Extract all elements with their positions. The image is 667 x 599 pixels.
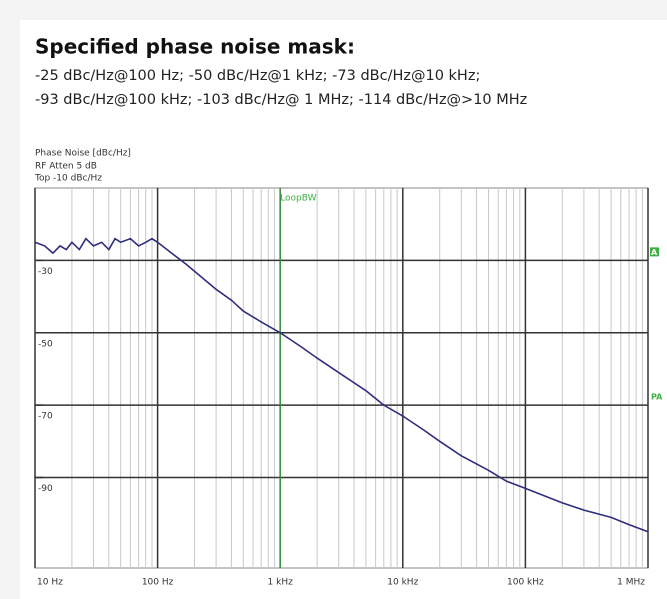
x-tick-label: 1 kHz [268,578,294,588]
x-tick-label: 10 Hz [37,578,63,588]
right-marker: PA [651,393,663,402]
y-tick-label: -30 [38,267,53,277]
x-tick-label: 1 MHz [617,578,645,588]
y-tick-label: -70 [38,412,53,422]
x-tick-label: 10 kHz [387,578,418,588]
right-marker: A [651,248,658,257]
header: Top -10 dBc/Hz [34,174,102,184]
x-tick-label: 100 Hz [142,578,174,588]
line [34,237,649,533]
right-marker-box [650,247,659,257]
y-tick-label: -90 [38,484,53,494]
header: Phase Noise [dBc/Hz] [35,149,131,159]
plot-area [34,187,649,569]
x-tick-label: 100 kHz [507,578,544,588]
y-tick-label: -50 [38,339,53,349]
header: RF Atten 5 dB [35,162,97,172]
marker-label: LoopBW [280,194,316,204]
subtitle: -93 dBc/Hz@100 kHz; -103 dBc/Hz@ 1 MHz; … [35,92,527,108]
chart-title: Specified phase noise mask: [35,35,355,59]
subtitle: -25 dBc/Hz@100 Hz; -50 dBc/Hz@1 kHz; -73… [35,68,480,84]
